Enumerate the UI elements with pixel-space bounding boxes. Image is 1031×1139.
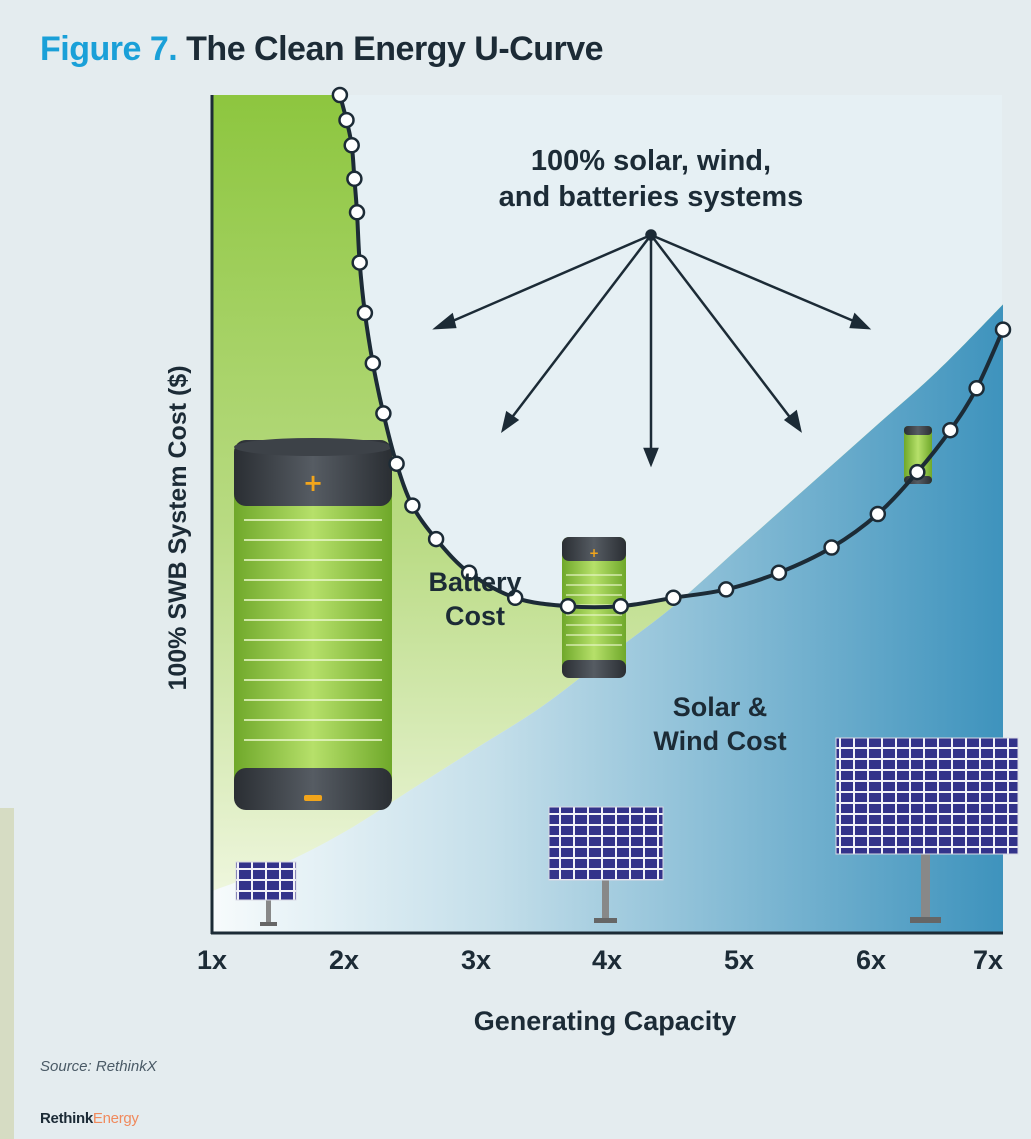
publisher-logo: RethinkEnergy (40, 1110, 139, 1127)
x-tick-label: 1x (197, 945, 227, 975)
curve-point (968, 380, 985, 397)
curve-point (823, 539, 840, 556)
x-tick-label: 4x (592, 945, 622, 975)
curve-point (717, 581, 735, 598)
figure-title-text: The Clean Energy U-Curve (186, 30, 604, 68)
medium-solar-panel-icon (548, 806, 664, 923)
curve-point (375, 405, 392, 422)
figure-number: Figure 7. (40, 30, 178, 68)
logo-part-a: Rethink (40, 1110, 93, 1127)
x-tick-label: 6x (856, 945, 886, 975)
curve-point (346, 170, 363, 188)
x-tick-label: 3x (461, 945, 491, 975)
curve-point (770, 564, 788, 581)
large-solar-panel-icon (835, 737, 1019, 923)
logo-part-b: Energy (92, 1110, 139, 1127)
curve-point (331, 86, 349, 104)
small-solar-panel-icon (235, 861, 297, 926)
curve-point (338, 111, 355, 129)
curve-point (942, 421, 959, 439)
solar-wind-cost-area (212, 304, 1003, 933)
large-battery-icon: + (234, 438, 392, 810)
source-note: Source: RethinkX (40, 1058, 157, 1075)
curve-point (506, 589, 524, 607)
solar-wind-label-line1: Solar & (673, 692, 768, 722)
curve-point (559, 597, 577, 615)
x-tick-label: 2x (329, 945, 359, 975)
svg-text:+: + (303, 469, 323, 497)
annotation-arrows (432, 229, 872, 468)
battery-cost-area (212, 95, 1003, 892)
solar-wind-label-line2: Wind Cost (653, 726, 786, 756)
curve-point (665, 589, 682, 607)
side-color-strip (0, 808, 14, 1139)
battery-cost-label-line2: Cost (445, 601, 505, 631)
curve-point (364, 354, 382, 372)
curve-point (460, 564, 478, 581)
figure-title: Figure 7. The Clean Energy U-Curve (40, 30, 604, 69)
x-tick-label: 7x (973, 945, 1003, 975)
annotation-systems-line2: and batteries systems (499, 181, 804, 213)
curve-point (869, 505, 887, 523)
annotation-systems-line1: 100% solar, wind, (531, 145, 771, 177)
curve-point (404, 497, 421, 514)
battery-cost-label-line1: Battery (428, 567, 521, 597)
curve-point (612, 597, 629, 615)
y-axis-title: 100% SWB System Cost ($) (164, 365, 192, 690)
curve-point (351, 254, 368, 271)
svg-text:+: + (589, 546, 599, 560)
curve-point (343, 137, 360, 154)
x-tick-label: 5x (724, 945, 754, 975)
curve-point (348, 204, 366, 221)
curve-point (356, 304, 374, 322)
curve-point (427, 530, 445, 548)
total-cost-markers (331, 86, 1012, 615)
x-axis-title: Generating Capacity (474, 1006, 737, 1036)
curve-point (909, 463, 926, 481)
curve-point (388, 455, 405, 472)
curve-point (994, 321, 1012, 338)
